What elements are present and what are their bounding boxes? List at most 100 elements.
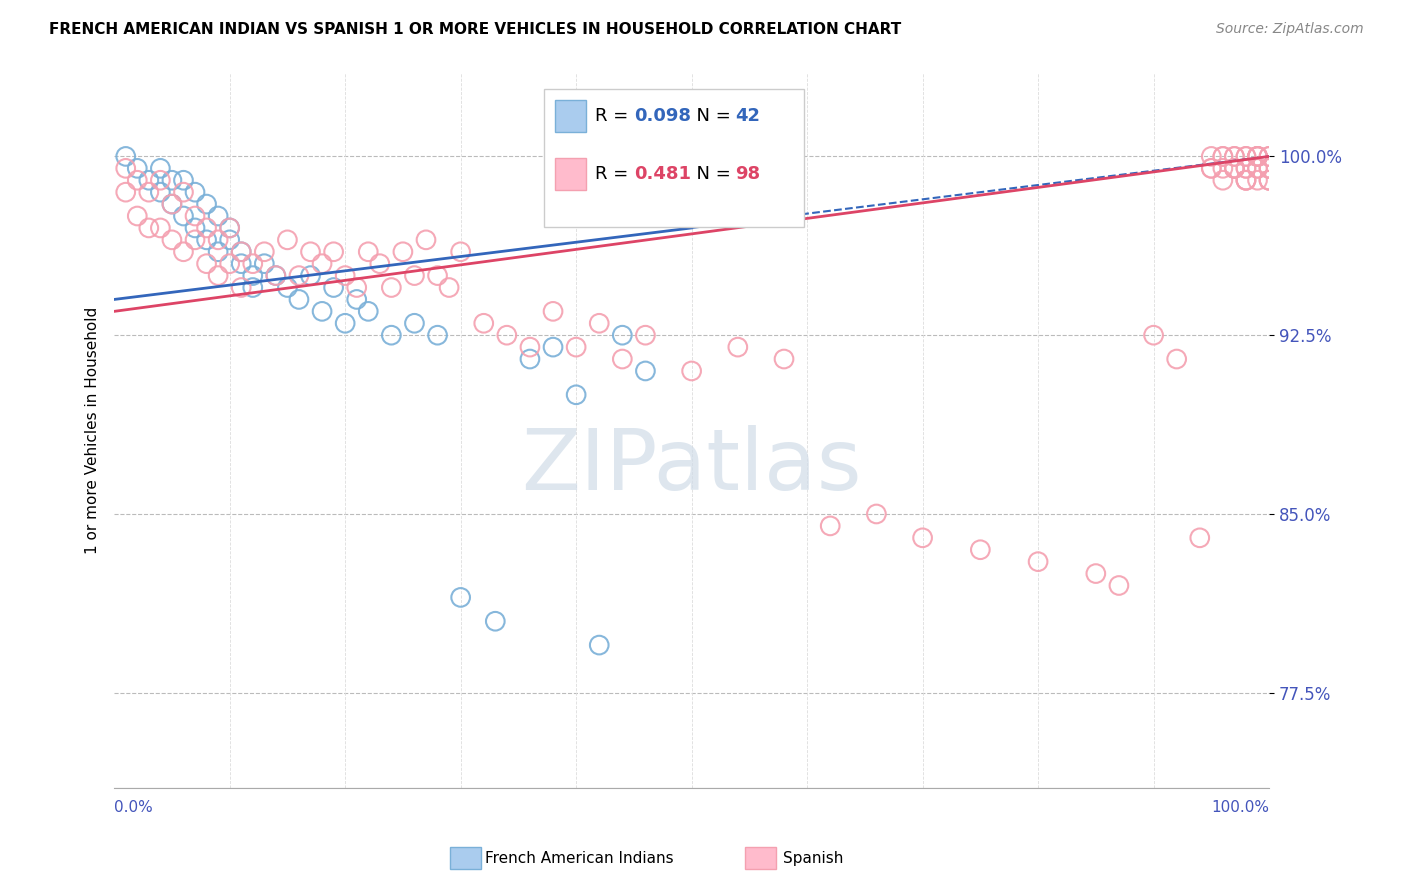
Text: 0.481: 0.481 (634, 165, 692, 183)
Text: N =: N = (685, 165, 737, 183)
Point (138, 185, 160, 199)
Point (242, 280, 264, 294)
Point (818, 519, 841, 533)
Point (495, 328, 517, 343)
Point (184, 209, 207, 223)
Point (773, 352, 796, 367)
Point (1201, 161, 1223, 176)
Point (911, 531, 934, 545)
Point (588, 316, 610, 330)
Point (1084, 566, 1107, 581)
Point (264, 268, 287, 283)
Point (231, 244, 253, 259)
Point (1223, 161, 1246, 176)
Point (1234, 161, 1257, 176)
Point (242, 257, 264, 271)
Point (1234, 149, 1257, 163)
Point (172, 209, 194, 223)
Point (1223, 161, 1246, 176)
Point (160, 173, 183, 187)
Point (1258, 173, 1281, 187)
Point (1246, 149, 1268, 163)
Point (357, 304, 380, 318)
Point (1234, 173, 1257, 187)
Point (426, 328, 449, 343)
Point (333, 268, 356, 283)
Point (242, 268, 264, 283)
Point (149, 185, 172, 199)
Point (184, 185, 207, 199)
Point (681, 364, 703, 378)
Text: ZIPatlas: ZIPatlas (522, 425, 862, 508)
Point (1246, 149, 1268, 163)
Point (634, 328, 657, 343)
Point (588, 638, 610, 652)
Point (865, 507, 887, 521)
Point (195, 197, 218, 211)
Point (519, 352, 541, 367)
Point (634, 364, 657, 378)
Point (1246, 161, 1268, 176)
Point (231, 244, 253, 259)
Point (1234, 173, 1257, 187)
Text: R =: R = (595, 165, 634, 183)
Point (450, 591, 472, 605)
Point (276, 280, 298, 294)
Point (1108, 578, 1130, 592)
Point (437, 280, 460, 294)
Point (346, 280, 368, 294)
Point (288, 293, 311, 307)
Point (1212, 149, 1234, 163)
Point (172, 185, 194, 199)
Text: FRENCH AMERICAN INDIAN VS SPANISH 1 OR MORE VEHICLES IN HOUSEHOLD CORRELATION CH: FRENCH AMERICAN INDIAN VS SPANISH 1 OR M… (49, 22, 901, 37)
Point (541, 304, 564, 318)
Text: 42: 42 (735, 107, 761, 125)
Point (1201, 161, 1223, 176)
Point (195, 221, 218, 235)
Point (184, 233, 207, 247)
Point (1166, 352, 1188, 367)
Point (253, 257, 276, 271)
Point (368, 257, 391, 271)
Text: 0.0%: 0.0% (114, 800, 153, 815)
Point (322, 280, 344, 294)
Point (404, 316, 426, 330)
Point (149, 161, 172, 176)
Text: R =: R = (595, 107, 634, 125)
Point (127, 161, 149, 176)
Point (1258, 161, 1281, 176)
Point (195, 257, 218, 271)
Point (380, 328, 402, 343)
Point (1258, 173, 1281, 187)
Point (218, 221, 240, 235)
Point (1246, 149, 1268, 163)
Text: Source: ZipAtlas.com: Source: ZipAtlas.com (1216, 22, 1364, 37)
Point (138, 173, 160, 187)
Point (299, 268, 322, 283)
Point (231, 257, 253, 271)
Point (160, 233, 183, 247)
Point (207, 209, 229, 223)
Point (565, 340, 588, 354)
Point (322, 244, 344, 259)
Text: 0.098: 0.098 (634, 107, 692, 125)
Point (1234, 161, 1257, 176)
Point (207, 268, 229, 283)
Text: French American Indians: French American Indians (485, 851, 673, 865)
Point (1258, 149, 1281, 163)
Point (1223, 149, 1246, 163)
Point (160, 197, 183, 211)
Point (1223, 149, 1246, 163)
Point (1212, 173, 1234, 187)
Text: Spanish: Spanish (783, 851, 844, 865)
Y-axis label: 1 or more Vehicles in Household: 1 or more Vehicles in Household (86, 307, 100, 554)
Point (218, 233, 240, 247)
Point (195, 233, 218, 247)
Point (519, 340, 541, 354)
Point (160, 197, 183, 211)
Point (184, 221, 207, 235)
Point (969, 542, 991, 557)
Point (1223, 161, 1246, 176)
Text: 100.0%: 100.0% (1211, 800, 1270, 815)
Point (311, 304, 333, 318)
